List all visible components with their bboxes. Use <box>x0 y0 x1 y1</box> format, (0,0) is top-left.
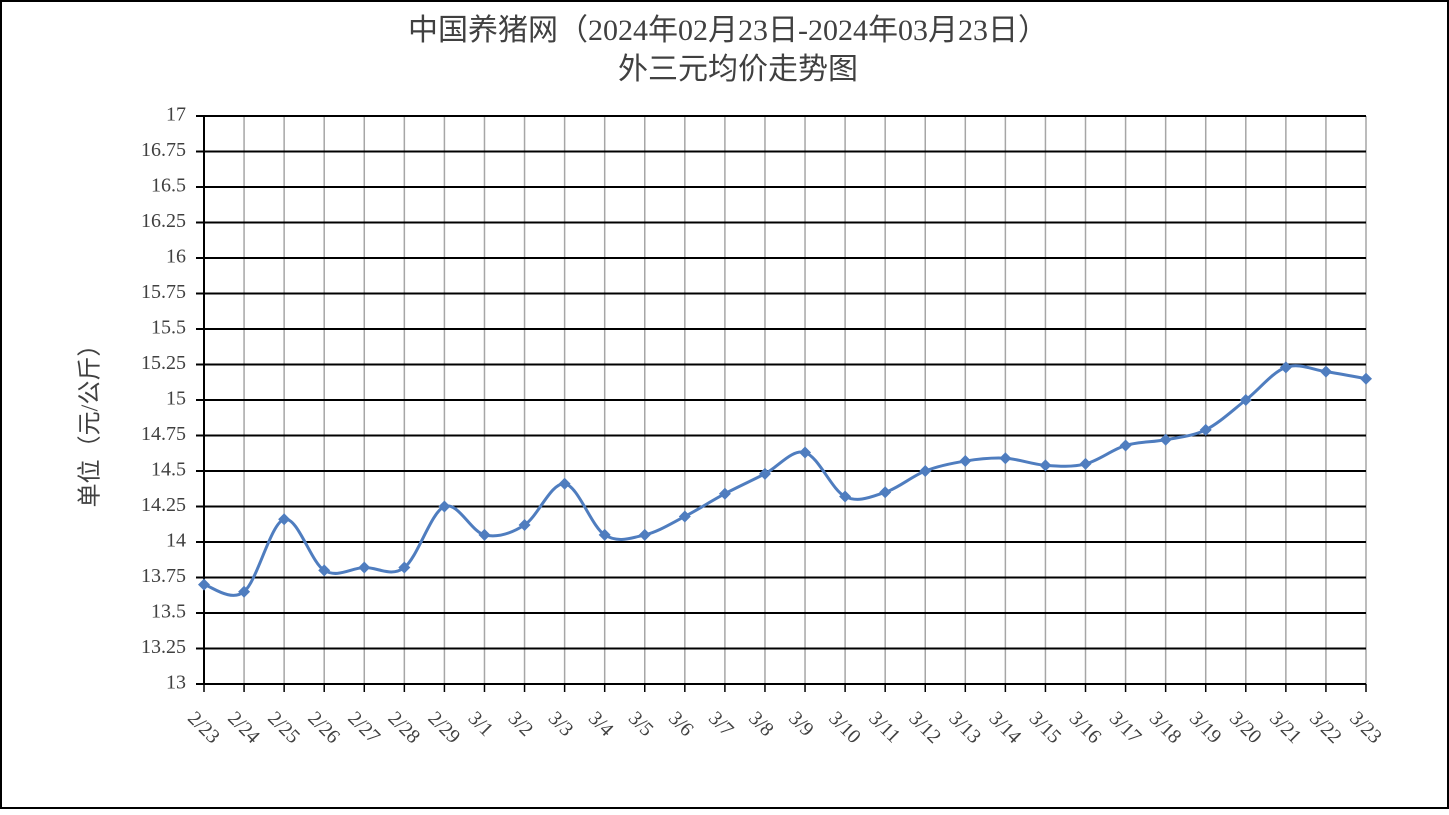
y-tick-label: 14.75 <box>141 423 186 445</box>
y-tick-label: 13.75 <box>141 565 186 587</box>
marker <box>1039 459 1052 472</box>
y-tick-label: 16.25 <box>141 210 186 232</box>
marker <box>678 510 691 523</box>
y-tick-label: 14.25 <box>141 494 186 516</box>
marker <box>919 465 932 477</box>
marker <box>879 486 892 499</box>
marker <box>478 528 491 541</box>
y-tick-label: 14 <box>166 530 186 552</box>
marker <box>959 455 972 468</box>
marker <box>518 518 531 531</box>
y-tick-label: 13 <box>166 672 186 694</box>
marker <box>358 561 371 574</box>
marker <box>718 487 731 500</box>
marker <box>799 446 812 459</box>
y-tick-label: 15 <box>166 388 186 410</box>
y-tick-label: 14.5 <box>151 459 186 481</box>
y-tick-label: 13.5 <box>151 601 186 623</box>
marker <box>839 490 852 503</box>
chart-title: 中国养猪网（2024年02月23日-2024年03月23日） <box>408 14 1048 47</box>
marker <box>1279 361 1292 374</box>
y-tick-label: 15.75 <box>141 281 186 303</box>
y-tick-label: 17 <box>166 104 186 126</box>
marker <box>999 452 1012 465</box>
y-tick-label: 13.25 <box>141 636 186 658</box>
marker <box>1239 394 1252 406</box>
marker <box>198 578 210 591</box>
marker <box>758 467 771 480</box>
y-tick-label: 16.75 <box>141 139 186 161</box>
marker <box>438 500 451 513</box>
marker <box>1079 457 1092 470</box>
chart-subtitle: 外三元均价走势图 <box>618 53 858 86</box>
y-axis-title: 单位（元/公斤） <box>77 333 104 508</box>
marker <box>638 528 651 541</box>
marker <box>1159 433 1172 446</box>
marker <box>1119 439 1132 452</box>
marker <box>1319 365 1332 378</box>
marker <box>278 513 291 526</box>
marker <box>1199 423 1212 436</box>
y-tick-label: 15.25 <box>141 352 186 374</box>
marker <box>318 564 331 577</box>
marker <box>398 561 411 574</box>
marker <box>558 477 571 490</box>
y-tick-label: 16 <box>166 246 186 268</box>
marker <box>598 528 611 541</box>
y-tick-label: 15.5 <box>151 317 186 339</box>
y-tick-label: 16.5 <box>151 175 186 197</box>
marker <box>238 585 251 598</box>
marker <box>1360 372 1372 385</box>
